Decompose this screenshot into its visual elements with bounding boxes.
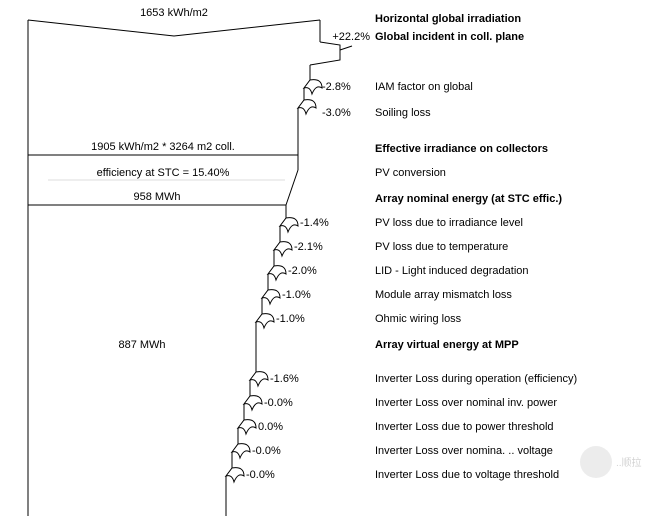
effective-value: 1905 kWh/m2 * 3264 m2 coll. (91, 141, 235, 153)
stage2-losses-b (226, 372, 268, 516)
effective-label: Effective irradiance on collectors (375, 143, 548, 155)
s2b-4-l: Inverter Loss due to voltage threshold (375, 469, 559, 481)
s2b-2-l: Inverter Loss due to power threshold (375, 421, 554, 433)
s1-loss1-value: -3.0% (322, 107, 351, 119)
s1-loss0-label: IAM factor on global (375, 81, 473, 93)
s2a-0-v: -1.4% (300, 217, 329, 229)
s2b-1-v: -0.0% (264, 397, 293, 409)
stage1-top (28, 20, 320, 36)
stage1-label: Horizontal global irradiation (375, 13, 521, 25)
s2a-3-l: Module array mismatch loss (375, 289, 512, 301)
svg-text:..顺拉: ..顺拉 (616, 456, 642, 469)
s2a-4-v: -1.0% (276, 313, 305, 325)
stage2-label: Array nominal energy (at STC effic.) (375, 193, 562, 205)
stage1-value: 1653 kWh/m2 (140, 7, 208, 19)
s2b-4-v: -0.0% (246, 469, 275, 481)
s2a-3-v: -1.0% (282, 289, 311, 301)
s2a-1-v: -2.1% (294, 241, 323, 253)
loss-diagram: 1653 kWh/m2 Horizontal global irradiatio… (0, 0, 656, 516)
s2b-1-l: Inverter Loss over nominal inv. power (375, 397, 557, 409)
s2a-4-l: Ohmic wiring loss (375, 313, 462, 325)
s2b-0-v: -1.6% (270, 373, 299, 385)
mid-label: Array virtual energy at MPP (375, 339, 519, 351)
s1-loss1-label: Soiling loss (375, 107, 431, 119)
mid-value: 887 MWh (118, 339, 165, 351)
s2b-2-v: 0.0% (258, 421, 283, 433)
s1-loss0-value: -2.8% (322, 81, 351, 93)
s2b-3-v: -0.0% (252, 445, 281, 457)
s2a-1-l: PV loss due to temperature (375, 241, 508, 253)
watermark: ..顺拉 (580, 446, 642, 478)
conv-label: PV conversion (375, 167, 446, 179)
s2b-3-l: Inverter Loss over nomina. .. voltage (375, 445, 553, 457)
s2a-2-l: LID - Light induced degradation (375, 265, 529, 277)
stage2-value: 958 MWh (133, 191, 180, 203)
s2a-2-v: -2.0% (288, 265, 317, 277)
gain-label: Global incident in coll. plane (375, 31, 524, 43)
conv-value: efficiency at STC = 15.40% (97, 167, 230, 179)
s2b-0-l: Inverter Loss during operation (efficien… (375, 373, 577, 385)
gain-value: +22.2% (332, 31, 370, 43)
s2a-0-l: PV loss due to irradiance level (375, 217, 523, 229)
